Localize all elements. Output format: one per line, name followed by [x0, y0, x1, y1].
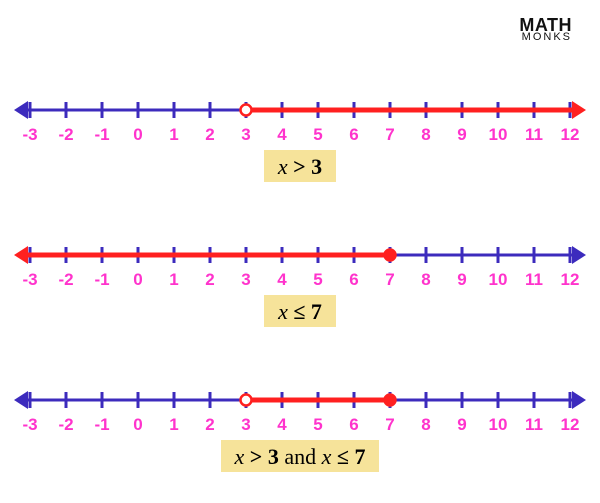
svg-text:3: 3	[241, 270, 250, 289]
svg-text:-3: -3	[22, 415, 37, 434]
inequality-label-2: x ≤ 7	[0, 295, 600, 327]
svg-text:2: 2	[205, 270, 214, 289]
logo: MATH MONKS	[519, 18, 572, 43]
svg-text:4: 4	[277, 125, 287, 144]
svg-text:12: 12	[561, 415, 580, 434]
svg-text:0: 0	[133, 415, 142, 434]
inequality-label-3: x > 3 and x ≤ 7	[0, 440, 600, 472]
svg-text:6: 6	[349, 125, 358, 144]
svg-text:-3: -3	[22, 125, 37, 144]
svg-text:9: 9	[457, 270, 466, 289]
svg-text:-1: -1	[94, 125, 109, 144]
svg-text:8: 8	[421, 415, 430, 434]
svg-text:3: 3	[241, 415, 250, 434]
svg-text:12: 12	[561, 270, 580, 289]
svg-text:1: 1	[169, 270, 178, 289]
svg-text:6: 6	[349, 270, 358, 289]
svg-text:5: 5	[313, 270, 322, 289]
svg-text:7: 7	[385, 415, 394, 434]
svg-text:-1: -1	[94, 270, 109, 289]
svg-text:4: 4	[277, 415, 287, 434]
svg-text:0: 0	[133, 125, 142, 144]
svg-text:5: 5	[313, 415, 322, 434]
svg-text:-2: -2	[58, 415, 73, 434]
svg-text:2: 2	[205, 125, 214, 144]
svg-text:1: 1	[169, 415, 178, 434]
svg-text:10: 10	[489, 270, 508, 289]
svg-text:0: 0	[133, 270, 142, 289]
svg-text:8: 8	[421, 270, 430, 289]
svg-text:5: 5	[313, 125, 322, 144]
svg-text:3: 3	[241, 125, 250, 144]
svg-text:-2: -2	[58, 125, 73, 144]
svg-text:8: 8	[421, 125, 430, 144]
svg-text:7: 7	[385, 270, 394, 289]
svg-text:7: 7	[385, 125, 394, 144]
svg-text:-3: -3	[22, 270, 37, 289]
svg-text:-2: -2	[58, 270, 73, 289]
inequality-label-1: x > 3	[0, 150, 600, 182]
logo-line2: MONKS	[519, 33, 572, 42]
svg-text:-1: -1	[94, 415, 109, 434]
svg-text:10: 10	[489, 125, 508, 144]
svg-text:4: 4	[277, 270, 287, 289]
svg-text:1: 1	[169, 125, 178, 144]
svg-text:12: 12	[561, 125, 580, 144]
svg-text:11: 11	[525, 270, 543, 289]
svg-text:11: 11	[525, 125, 543, 144]
svg-text:10: 10	[489, 415, 508, 434]
svg-text:11: 11	[525, 415, 543, 434]
svg-text:2: 2	[205, 415, 214, 434]
svg-text:9: 9	[457, 125, 466, 144]
svg-text:9: 9	[457, 415, 466, 434]
svg-text:6: 6	[349, 415, 358, 434]
